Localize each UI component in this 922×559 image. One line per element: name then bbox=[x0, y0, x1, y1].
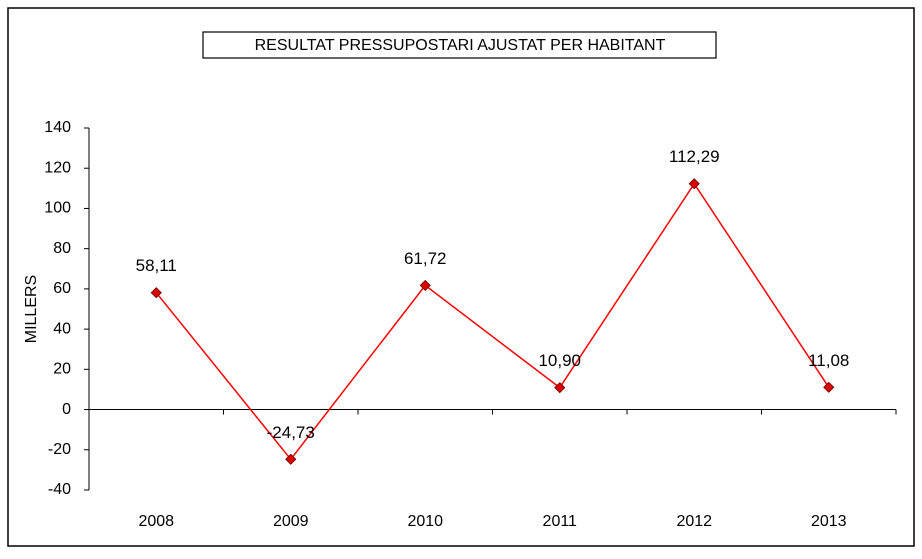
y-tick-label: -20 bbox=[48, 441, 71, 458]
y-tick-label: 120 bbox=[44, 159, 71, 176]
x-tick-label: 2010 bbox=[407, 513, 443, 530]
value-label: 61,72 bbox=[404, 249, 447, 268]
x-tick-label: 2012 bbox=[676, 513, 712, 530]
y-tick-label: -40 bbox=[48, 481, 71, 498]
y-axis-label: MILLERS bbox=[23, 275, 40, 343]
y-tick-label: 60 bbox=[53, 280, 71, 297]
value-label: 112,29 bbox=[669, 147, 720, 166]
y-tick-label: 20 bbox=[53, 361, 71, 378]
x-tick-label: 2013 bbox=[811, 513, 847, 530]
marker bbox=[688, 178, 700, 190]
value-label: 11,08 bbox=[808, 351, 849, 370]
y-tick-label: 0 bbox=[62, 401, 71, 418]
line-series bbox=[155, 182, 830, 461]
y-tick-label: 80 bbox=[53, 240, 71, 257]
chart-border bbox=[7, 7, 915, 547]
value-label: 10,90 bbox=[538, 351, 581, 370]
x-tick-label: 2011 bbox=[543, 513, 578, 530]
y-tick-label: 100 bbox=[44, 200, 71, 217]
y-tick-label: 140 bbox=[44, 119, 71, 136]
marker bbox=[823, 381, 835, 393]
y-tick-label: 40 bbox=[53, 320, 71, 337]
marker bbox=[419, 279, 431, 291]
x-tick-label: 2009 bbox=[273, 513, 309, 530]
marker bbox=[285, 453, 297, 465]
title-box bbox=[202, 31, 717, 59]
x-tick-label: 2008 bbox=[138, 513, 174, 530]
marker bbox=[554, 382, 566, 394]
chart-title: RESULTAT PRESSUPOSTARI AJUSTAT PER HABIT… bbox=[255, 37, 666, 54]
value-label: 58,11 bbox=[136, 256, 177, 275]
value-label: -24,73 bbox=[267, 423, 315, 442]
marker bbox=[150, 287, 162, 299]
